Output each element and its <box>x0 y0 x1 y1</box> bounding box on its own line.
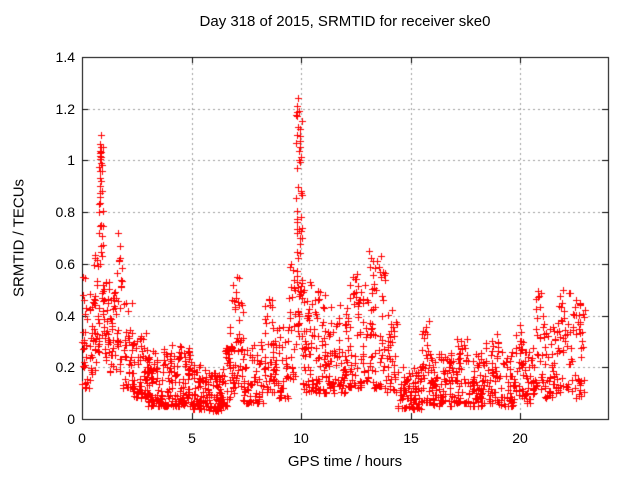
y-tick-label: 1.2 <box>55 101 75 117</box>
y-tick-label: 0.8 <box>55 204 75 220</box>
x-tick-label: 20 <box>512 430 528 446</box>
x-tick-label: 5 <box>188 430 196 446</box>
x-tick-label: 10 <box>293 430 309 446</box>
x-tick-label: 15 <box>403 430 419 446</box>
x-tick-label: 0 <box>78 430 86 446</box>
y-tick-label: 0.2 <box>55 359 75 375</box>
y-tick-label: 0.6 <box>55 256 75 272</box>
x-axis-label: GPS time / hours <box>287 453 403 470</box>
y-tick-label: 0.4 <box>55 308 75 324</box>
y-tick-label: 0 <box>67 411 75 427</box>
chart-title: Day 318 of 2015, SRMTID for receiver ske… <box>199 13 491 30</box>
y-tick-label: 1 <box>67 152 75 168</box>
y-axis-label: SRMTID / TECUs <box>10 178 28 298</box>
y-tick-label: 1.4 <box>55 49 75 65</box>
